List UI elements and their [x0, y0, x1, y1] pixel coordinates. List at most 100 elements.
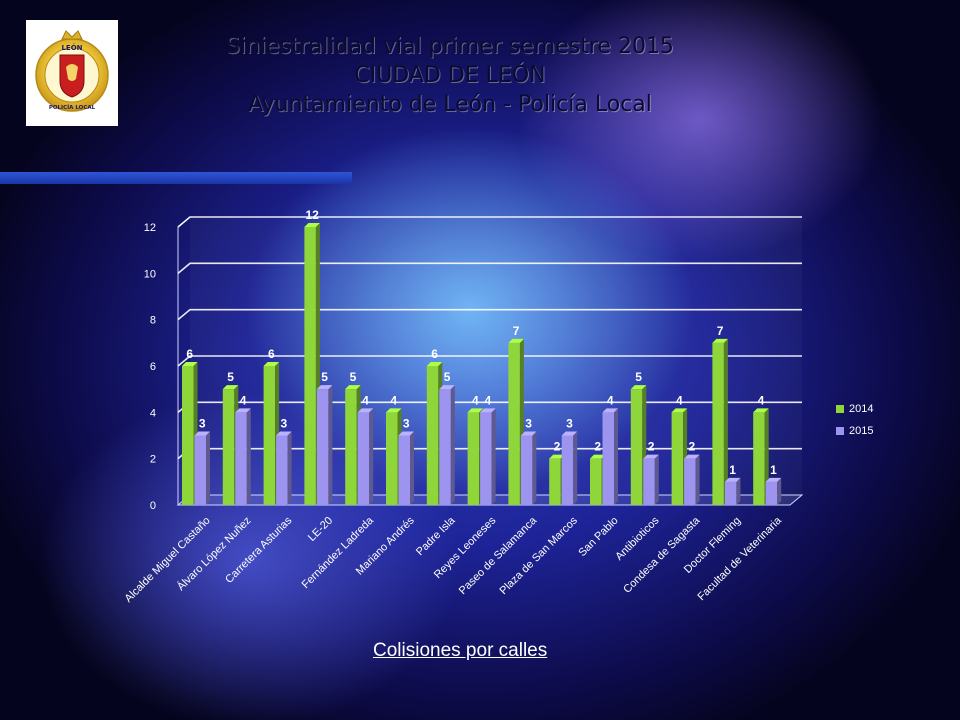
bar-2014-top [508, 338, 524, 343]
data-label: 1 [729, 463, 736, 477]
data-label: 3 [403, 417, 410, 431]
bar-2015-side [206, 431, 210, 505]
bar-2015-top [439, 385, 455, 390]
data-label: 2 [554, 440, 561, 454]
gridline [177, 216, 802, 228]
bar-2015-front [561, 435, 574, 505]
data-label: 7 [717, 324, 724, 338]
x-tick-label: Fernández Ladreda [300, 514, 377, 591]
gridline [177, 308, 802, 321]
bar-2015-top [398, 431, 414, 436]
bar-2014-top [182, 362, 198, 366]
data-label: 5 [635, 370, 642, 384]
bar-2014-front [508, 342, 520, 505]
legend-item-2015: 2015 [836, 420, 873, 442]
bar-2014-front [671, 412, 684, 505]
y-tick-label: 0 [150, 500, 156, 512]
legend-swatch-2015 [836, 427, 844, 435]
bar-2015-side [736, 477, 741, 505]
data-label: 4 [485, 393, 492, 407]
title-line-1: Siniestralidad vial primer semestre 2015 [226, 34, 674, 59]
bar-2015-front [480, 412, 492, 505]
bar-2014-front [182, 366, 194, 505]
bar-2015-top [194, 431, 210, 436]
bar-2015-side [246, 408, 251, 505]
bar-2015-top [765, 477, 782, 482]
bar-2014-front [263, 366, 276, 505]
title-line-2: CIUDAD DE LEÓN [354, 63, 546, 88]
data-label: 3 [281, 417, 288, 431]
logo-top-text: LEÓN [61, 43, 82, 52]
x-tick-label: Condesa de Sagasta [621, 514, 703, 596]
data-label: 5 [444, 370, 451, 384]
bar-2015-side [328, 385, 333, 505]
bar-2014-top [467, 408, 484, 413]
bar-2014-top [712, 338, 728, 343]
bar-2015-side [573, 431, 578, 505]
bar-2015-top [643, 454, 659, 459]
bar-2014-front [590, 458, 602, 505]
data-label: 4 [607, 393, 614, 407]
data-label: 6 [431, 347, 438, 361]
x-tick-label: Padre Isla [414, 514, 458, 558]
bar-2015-top [684, 454, 700, 459]
bar-2015-side [410, 431, 414, 505]
data-label: 4 [390, 393, 397, 407]
bar-2014-top [671, 408, 688, 413]
bar-2015-front [520, 435, 533, 505]
data-label: 5 [227, 370, 234, 384]
bar-2014-front [467, 412, 480, 505]
bar-2015-front [194, 435, 206, 505]
bar-2015-front [765, 481, 778, 505]
y-tick-label: 4 [150, 407, 156, 419]
data-label: 4 [472, 393, 479, 407]
bar-2015-top [276, 431, 292, 436]
bar-2015-top [316, 385, 333, 390]
decorative-blue-bar [0, 172, 352, 184]
x-tick-label: Facultad de Veterinaria [695, 514, 784, 603]
data-label: 12 [305, 208, 319, 222]
data-label: 2 [648, 440, 655, 454]
bar-2014-front [386, 412, 398, 505]
bar-2015-front [316, 389, 329, 505]
bar-2015-top [561, 431, 578, 436]
bar-2015-front [724, 481, 737, 505]
bar-2015-side [369, 408, 374, 505]
bar-2015-front [439, 389, 451, 505]
bar-2014-top [630, 385, 647, 390]
bar-2014-top [222, 385, 239, 390]
chart-legend: 2014 2015 [836, 398, 873, 442]
bar-2014-top [753, 408, 769, 413]
x-tick-label: Álvaro López Nuñez [174, 514, 253, 593]
bar-2014-top [263, 362, 280, 366]
data-label: 4 [240, 393, 247, 407]
bar-2014-top [386, 408, 402, 413]
bar-2015-front [235, 412, 247, 505]
bar-2014-top [426, 362, 443, 366]
data-label: 3 [566, 417, 573, 431]
policia-local-leon-badge-icon: LEÓN POLICÍA LOCAL [35, 30, 109, 112]
bar-2015-front [684, 458, 696, 505]
y-tick-label: 10 [144, 268, 156, 280]
data-label: 4 [362, 393, 369, 407]
data-label: 2 [689, 440, 696, 454]
data-label: 5 [321, 370, 328, 384]
y-tick-label: 2 [150, 454, 156, 466]
data-label: 4 [676, 393, 683, 407]
x-tick-label: LE-20 [306, 515, 335, 544]
bar-2015-top [235, 408, 251, 413]
bar-2015-side [777, 477, 782, 505]
data-label: 6 [268, 347, 275, 361]
bar-2014-front [712, 342, 724, 505]
police-badge-logo: LEÓN POLICÍA LOCAL [26, 20, 118, 126]
bar-2015-side [491, 408, 496, 505]
bar-2015-side [614, 408, 618, 505]
title-line-3: Ayuntamiento de León - Policía Local [248, 92, 652, 117]
bar-2015-front [276, 435, 288, 505]
bar-2015-side [450, 385, 455, 505]
bar-2015-side [532, 431, 537, 505]
data-label: 1 [770, 463, 777, 477]
bar-2014-front [630, 389, 643, 505]
bar-2014-side [723, 338, 728, 505]
data-label: 7 [513, 324, 520, 338]
